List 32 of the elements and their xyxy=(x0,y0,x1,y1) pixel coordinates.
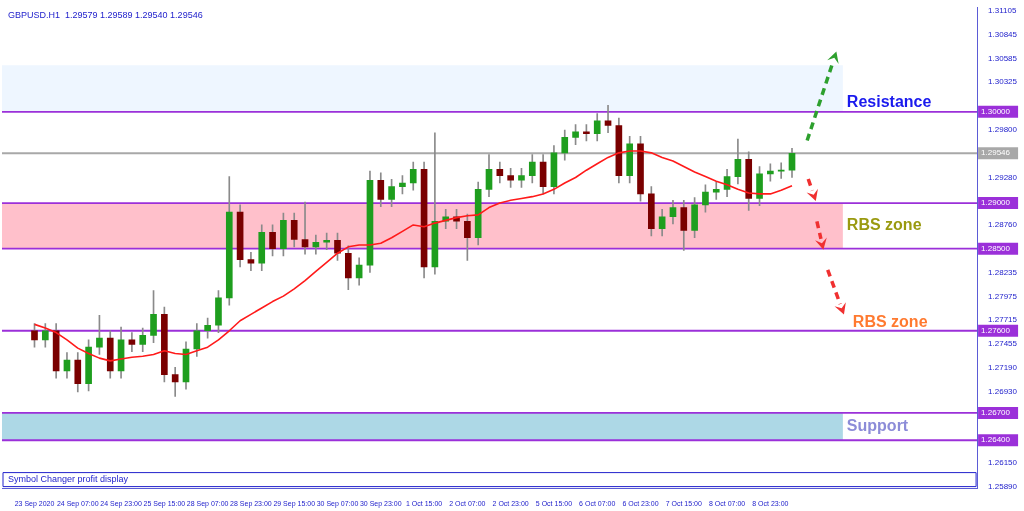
y-tick-label: 1.28235 xyxy=(988,268,1018,278)
band-label: Support xyxy=(846,416,909,434)
annotation: Symbol Changer profit display xyxy=(8,474,129,485)
band-label: RBS zone xyxy=(846,216,922,234)
band-label: Resistance xyxy=(846,92,932,110)
candlestick xyxy=(323,232,331,250)
y-tick-label: 1.25890 xyxy=(988,481,1018,491)
candlestick xyxy=(712,181,720,200)
ref-line-label: 1.26700 xyxy=(981,408,1011,418)
y-tick-label: 1.27975 xyxy=(988,291,1018,301)
candlestick xyxy=(247,251,255,271)
candlestick xyxy=(301,201,309,255)
y-tick-label: 1.26930 xyxy=(988,387,1018,397)
ref-line-label: 1.30000 xyxy=(981,107,1011,117)
ref-line-label: 1.27600 xyxy=(981,325,1011,335)
y-tick-label: 1.26150 xyxy=(988,458,1018,468)
ref-line-label: 1.26400 xyxy=(981,435,1011,445)
ref-line-label: 1.29546 xyxy=(981,148,1011,158)
ref-line-label: 1.29000 xyxy=(981,198,1011,208)
y-tick-label: 1.28760 xyxy=(988,220,1018,230)
y-tick-label: 1.30585 xyxy=(988,53,1018,63)
chart-title: GBPUSD.H1 1.29579 1.29589 1.29540 1.29546 xyxy=(8,10,203,21)
y-tick-label: 1.30325 xyxy=(988,77,1018,87)
y-tick-label: 1.30845 xyxy=(988,29,1018,39)
ref-line-label: 1.28500 xyxy=(981,243,1011,253)
y-tick-label: 1.29280 xyxy=(988,172,1018,182)
y-tick-label: 1.31105 xyxy=(988,6,1017,16)
y-tick-label: 1.29800 xyxy=(988,125,1018,135)
text: RBS zone xyxy=(852,313,928,331)
y-tick-label: 1.27190 xyxy=(988,363,1018,373)
y-tick-label: 1.27715 xyxy=(988,315,1018,325)
y-tick-label: 1.27455 xyxy=(988,339,1018,349)
